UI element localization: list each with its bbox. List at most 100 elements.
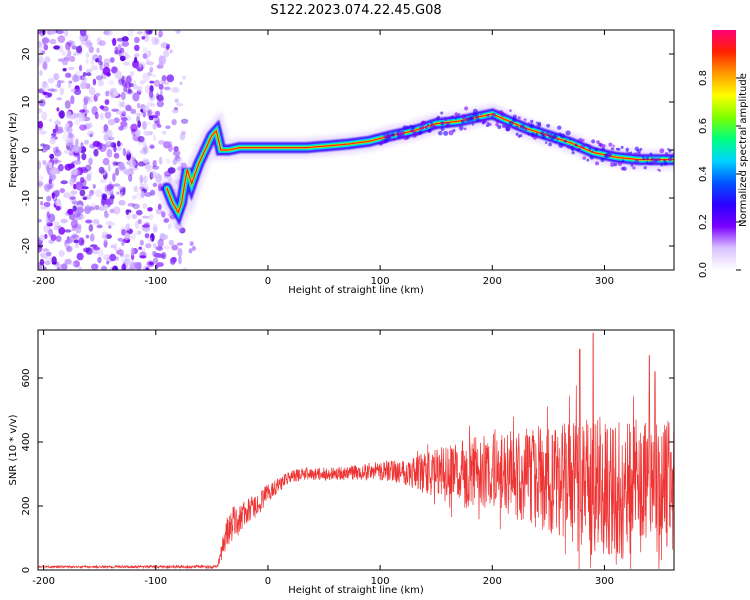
noise-speckle [60, 263, 68, 270]
noise-speckle [46, 206, 51, 214]
noise-speckle [157, 238, 164, 248]
noise-speckle [147, 207, 153, 212]
noise-speckle [68, 195, 77, 202]
ridge-speckle [599, 143, 604, 148]
noise-speckle [103, 204, 109, 211]
noise-speckle [55, 235, 62, 243]
noise-speckle [72, 260, 80, 268]
noise-speckle [114, 46, 119, 55]
noise-speckle [51, 192, 55, 199]
noise-speckle [71, 74, 79, 83]
noise-speckle [38, 234, 46, 241]
noise-speckle [120, 120, 128, 128]
ridge-speckle [523, 118, 527, 121]
noise-speckle [69, 178, 75, 186]
noise-speckle [106, 260, 110, 265]
noise-speckle [71, 233, 78, 239]
noise-speckle [78, 266, 82, 270]
noise-speckle [43, 201, 51, 208]
noise-speckle [98, 54, 103, 63]
noise-speckle [142, 53, 148, 59]
noise-speckle [125, 89, 134, 95]
ridge-speckle [560, 133, 566, 139]
noise-speckle [122, 109, 127, 116]
noise-speckle [108, 187, 114, 196]
ridge-speckle [530, 119, 534, 124]
ridge-speckle [537, 121, 541, 126]
noise-speckle [112, 265, 119, 270]
noise-speckle [92, 140, 101, 147]
ridge-speckle [557, 125, 562, 130]
snr-x-tick-label: -200 [32, 576, 55, 587]
noise-speckle [105, 220, 114, 226]
noise-speckle [79, 30, 87, 37]
noise-speckle [90, 65, 99, 71]
noise-speckle [92, 78, 97, 86]
spectrogram-x-tick-label: 200 [483, 276, 502, 287]
noise-speckle [121, 75, 125, 84]
noise-speckle [96, 42, 102, 46]
noise-speckle [153, 79, 161, 87]
noise-speckle [63, 192, 71, 199]
ridge-speckle [595, 161, 600, 166]
noise-speckle [106, 191, 111, 196]
ridge-speckle [437, 130, 443, 136]
noise-speckle [125, 75, 132, 84]
noise-speckle [67, 80, 72, 89]
ridge-speckle [411, 125, 416, 130]
ridge-speckle [488, 122, 492, 127]
noise-speckle [62, 134, 69, 142]
noise-speckle [113, 183, 121, 187]
noise-speckle [76, 45, 83, 54]
noise-speckle [68, 133, 75, 140]
noise-speckle [158, 30, 163, 38]
ridge-speckle [383, 133, 387, 138]
noise-speckle [180, 118, 189, 124]
ridge-speckle [596, 140, 600, 144]
noise-speckle [119, 102, 124, 107]
noise-speckle [134, 44, 140, 52]
ridge-speckle [556, 138, 559, 141]
noise-speckle [45, 255, 53, 262]
noise-speckle [64, 30, 69, 37]
noise-speckle [132, 203, 140, 210]
noise-speckle [113, 152, 120, 159]
ridge-speckle [471, 123, 475, 126]
noise-speckle [102, 157, 110, 166]
noise-speckle [83, 139, 89, 145]
ridge-speckle [552, 133, 558, 139]
noise-speckle [118, 199, 126, 206]
ridge-speckle [500, 112, 505, 117]
frequency-ridge [157, 103, 674, 237]
noise-speckle [191, 245, 196, 251]
noise-speckle [102, 66, 111, 76]
noise-speckle [66, 40, 75, 47]
noise-speckle [141, 36, 146, 40]
noise-speckle [108, 80, 115, 86]
noise-speckle [47, 92, 53, 98]
ridge-speckle [519, 133, 523, 138]
noise-speckle [169, 49, 173, 54]
noise-speckle [163, 50, 170, 58]
noise-speckle [43, 184, 49, 189]
noise-speckle [64, 229, 72, 233]
noise-speckle [168, 239, 175, 246]
noise-speckle [85, 234, 90, 239]
noise-speckle [137, 218, 142, 225]
noise-speckle [118, 249, 124, 256]
noise-speckle [56, 97, 62, 101]
noise-speckle [52, 190, 60, 197]
noise-speckle [136, 115, 140, 123]
ridge-speckle [589, 155, 595, 160]
noise-speckle [142, 224, 150, 228]
noise-speckle [96, 141, 102, 151]
noise-speckle [147, 50, 152, 57]
noise-speckle [152, 182, 158, 188]
noise-speckle [49, 118, 53, 123]
noise-speckle [89, 133, 93, 138]
noise-speckle [120, 91, 126, 101]
noise-speckle [48, 179, 52, 185]
noise-speckle [133, 186, 137, 192]
noise-speckle [49, 166, 58, 176]
noise-speckle [121, 240, 125, 247]
